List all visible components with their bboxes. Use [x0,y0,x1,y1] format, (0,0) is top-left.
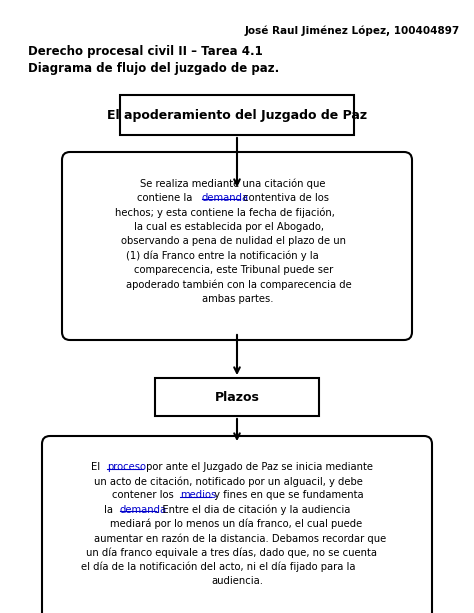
Text: contener los: contener los [112,490,177,500]
Text: contiene la: contiene la [137,192,196,202]
Text: por ante el Juzgado de Paz se inicia mediante: por ante el Juzgado de Paz se inicia med… [144,462,374,472]
FancyBboxPatch shape [155,378,319,416]
Text: proceso: proceso [107,462,146,472]
Text: demanda: demanda [120,504,167,514]
FancyBboxPatch shape [62,152,412,340]
Text: demanda: demanda [202,192,249,202]
Text: José Raul Jiménez López, 100404897: José Raul Jiménez López, 100404897 [245,25,460,36]
Text: El apoderamiento del Juzgado de Paz: El apoderamiento del Juzgado de Paz [107,109,367,121]
Text: un día franco equivale a tres días, dado que, no se cuenta: un día franco equivale a tres días, dado… [86,547,377,558]
Text: El: El [91,462,104,472]
Text: el día de la notificación del acto, ni el día fijado para la: el día de la notificación del acto, ni e… [81,562,356,572]
Text: apoderado también con la comparecencia de: apoderado también con la comparecencia d… [126,280,352,290]
Text: ambas partes.: ambas partes. [202,294,273,304]
FancyBboxPatch shape [120,95,354,135]
Text: contentiva de los: contentiva de los [240,192,328,202]
Text: hechos; y esta contiene la fecha de fijación,: hechos; y esta contiene la fecha de fija… [116,207,336,218]
Text: observando a pena de nulidad el plazo de un: observando a pena de nulidad el plazo de… [121,236,346,246]
Text: (1) día Franco entre la notificación y la: (1) día Franco entre la notificación y l… [126,251,319,261]
Text: comparecencia, este Tribunal puede ser: comparecencia, este Tribunal puede ser [135,265,334,275]
Text: Diagrama de flujo del juzgado de paz.: Diagrama de flujo del juzgado de paz. [28,62,279,75]
Text: Se realiza mediante una citación que: Se realiza mediante una citación que [140,178,325,189]
Text: y fines en que se fundamenta: y fines en que se fundamenta [211,490,364,500]
Text: Plazos: Plazos [215,390,259,403]
Text: la: la [104,504,117,514]
Text: un acto de citación, notificado por un alguacil, y debe: un acto de citación, notificado por un a… [94,476,363,487]
Text: medios: medios [180,490,216,500]
Text: Derecho procesal civil II – Tarea 4.1: Derecho procesal civil II – Tarea 4.1 [28,45,263,58]
Text: la cual es establecida por el Abogado,: la cual es establecida por el Abogado, [135,221,324,232]
FancyBboxPatch shape [42,436,432,613]
Text: . Entre el dia de citación y la audiencia: . Entre el dia de citación y la audienci… [156,504,351,515]
Text: audiencia.: audiencia. [211,576,263,585]
Text: mediará por lo menos un día franco, el cual puede: mediará por lo menos un día franco, el c… [109,519,362,529]
Text: aumentar en razón de la distancia. Debamos recordar que: aumentar en razón de la distancia. Debam… [94,533,386,544]
